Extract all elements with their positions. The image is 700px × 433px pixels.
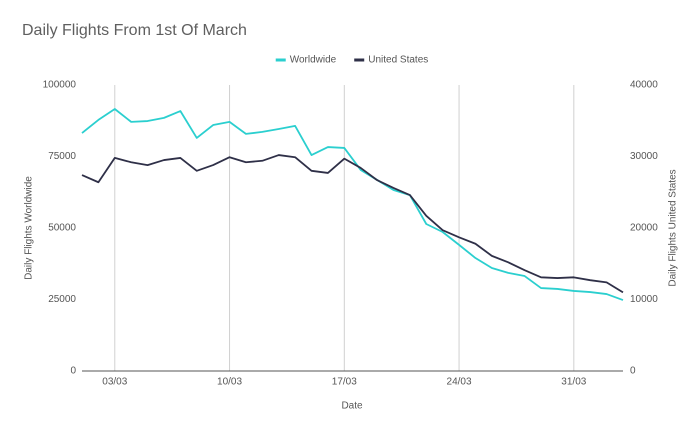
y2-tick-label: 40000 bbox=[630, 80, 658, 91]
y-tick-label: 100000 bbox=[43, 80, 77, 91]
y2-tick-label: 10000 bbox=[630, 294, 658, 305]
legend-label: Worldwide bbox=[290, 55, 337, 66]
y2-tick-label: 0 bbox=[630, 366, 636, 377]
y-tick-label: 50000 bbox=[48, 223, 76, 234]
y-tick-label: 75000 bbox=[48, 151, 76, 162]
y2-axis-title: Daily Flights United States bbox=[668, 169, 679, 286]
x-tick-label: 24/03 bbox=[447, 377, 472, 388]
series-line bbox=[81, 108, 624, 301]
x-tick-label: 17/03 bbox=[332, 377, 357, 388]
y2-tick-label: 30000 bbox=[630, 151, 658, 162]
series-line bbox=[81, 154, 624, 294]
x-tick-label: 10/03 bbox=[217, 377, 242, 388]
y2-tick-label: 20000 bbox=[630, 223, 658, 234]
x-tick-label: 31/03 bbox=[561, 377, 586, 388]
legend-swatch bbox=[275, 58, 286, 62]
x-axis-title: Date bbox=[341, 401, 363, 412]
y-tick-label: 25000 bbox=[48, 294, 76, 305]
y-axis-title: Daily Flights Worldwide bbox=[24, 176, 35, 280]
y-tick-label: 0 bbox=[70, 366, 76, 377]
chart-title: Daily Flights From 1st Of March bbox=[22, 22, 247, 39]
legend-swatch bbox=[354, 58, 365, 62]
legend-label: United States bbox=[368, 55, 428, 66]
x-tick-label: 03/03 bbox=[102, 377, 127, 388]
